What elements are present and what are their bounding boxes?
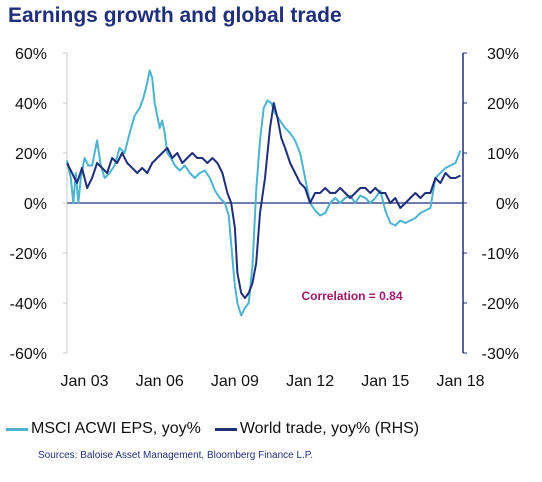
y-left-tick-label: 20% <box>15 146 47 163</box>
axis-layer <box>63 52 467 354</box>
legend-item-msci: MSCI ACWI EPS, yoy% <box>6 420 201 438</box>
legend-swatch-trade <box>214 427 237 431</box>
y-right-tick-label: -20% <box>482 296 519 313</box>
chart-title: Earnings growth and global trade <box>8 4 342 27</box>
series-line-msci <box>66 69 462 317</box>
series-line-trade <box>66 102 461 299</box>
y-left-tick-label: -60% <box>10 346 47 363</box>
y-left-tick-label: 60% <box>15 46 47 63</box>
x-tick-label: Jan 12 <box>286 373 334 390</box>
y-left-tick-label: 40% <box>15 96 47 113</box>
x-tick-label: Jan 06 <box>136 373 184 390</box>
label-layer: -60% -40% -20% 0% 20% 40% 60% -30% -20% -10% 0% 10%… <box>10 46 519 390</box>
x-tick-label: Jan 18 <box>436 373 484 390</box>
legend-label-msci: MSCI ACWI EPS, yoy% <box>31 420 201 437</box>
y-right-tick-label: 30% <box>487 46 519 63</box>
y-left-tick-label: -40% <box>10 296 47 313</box>
y-right-tick-label: 10% <box>487 146 519 163</box>
legend-swatch-msci <box>6 427 28 431</box>
y-right-tick-label: 20% <box>487 96 519 113</box>
legend-item-trade: World trade, yoy% (RHS) <box>214 420 420 438</box>
source-note: Sources: Baloise Asset Management, Bloom… <box>38 450 313 461</box>
x-tick-label: Jan 15 <box>361 373 409 390</box>
legend-label-trade: World trade, yoy% (RHS) <box>239 420 420 437</box>
y-right-tick-label: 0% <box>496 196 519 213</box>
y-right-tick-label: -10% <box>482 246 519 263</box>
x-tick-label: Jan 03 <box>61 373 109 390</box>
y-left-tick-label: -20% <box>10 246 47 263</box>
legend: MSCI ACWI EPS, yoy% World trade, yoy% (R… <box>6 420 433 438</box>
y-left-tick-label: 0% <box>24 196 47 213</box>
x-tick-label: Jan 09 <box>211 373 259 390</box>
series-layer <box>66 69 462 317</box>
y-right-tick-label: -30% <box>482 346 519 363</box>
correlation-annotation: Correlation = 0.84 <box>301 289 402 303</box>
